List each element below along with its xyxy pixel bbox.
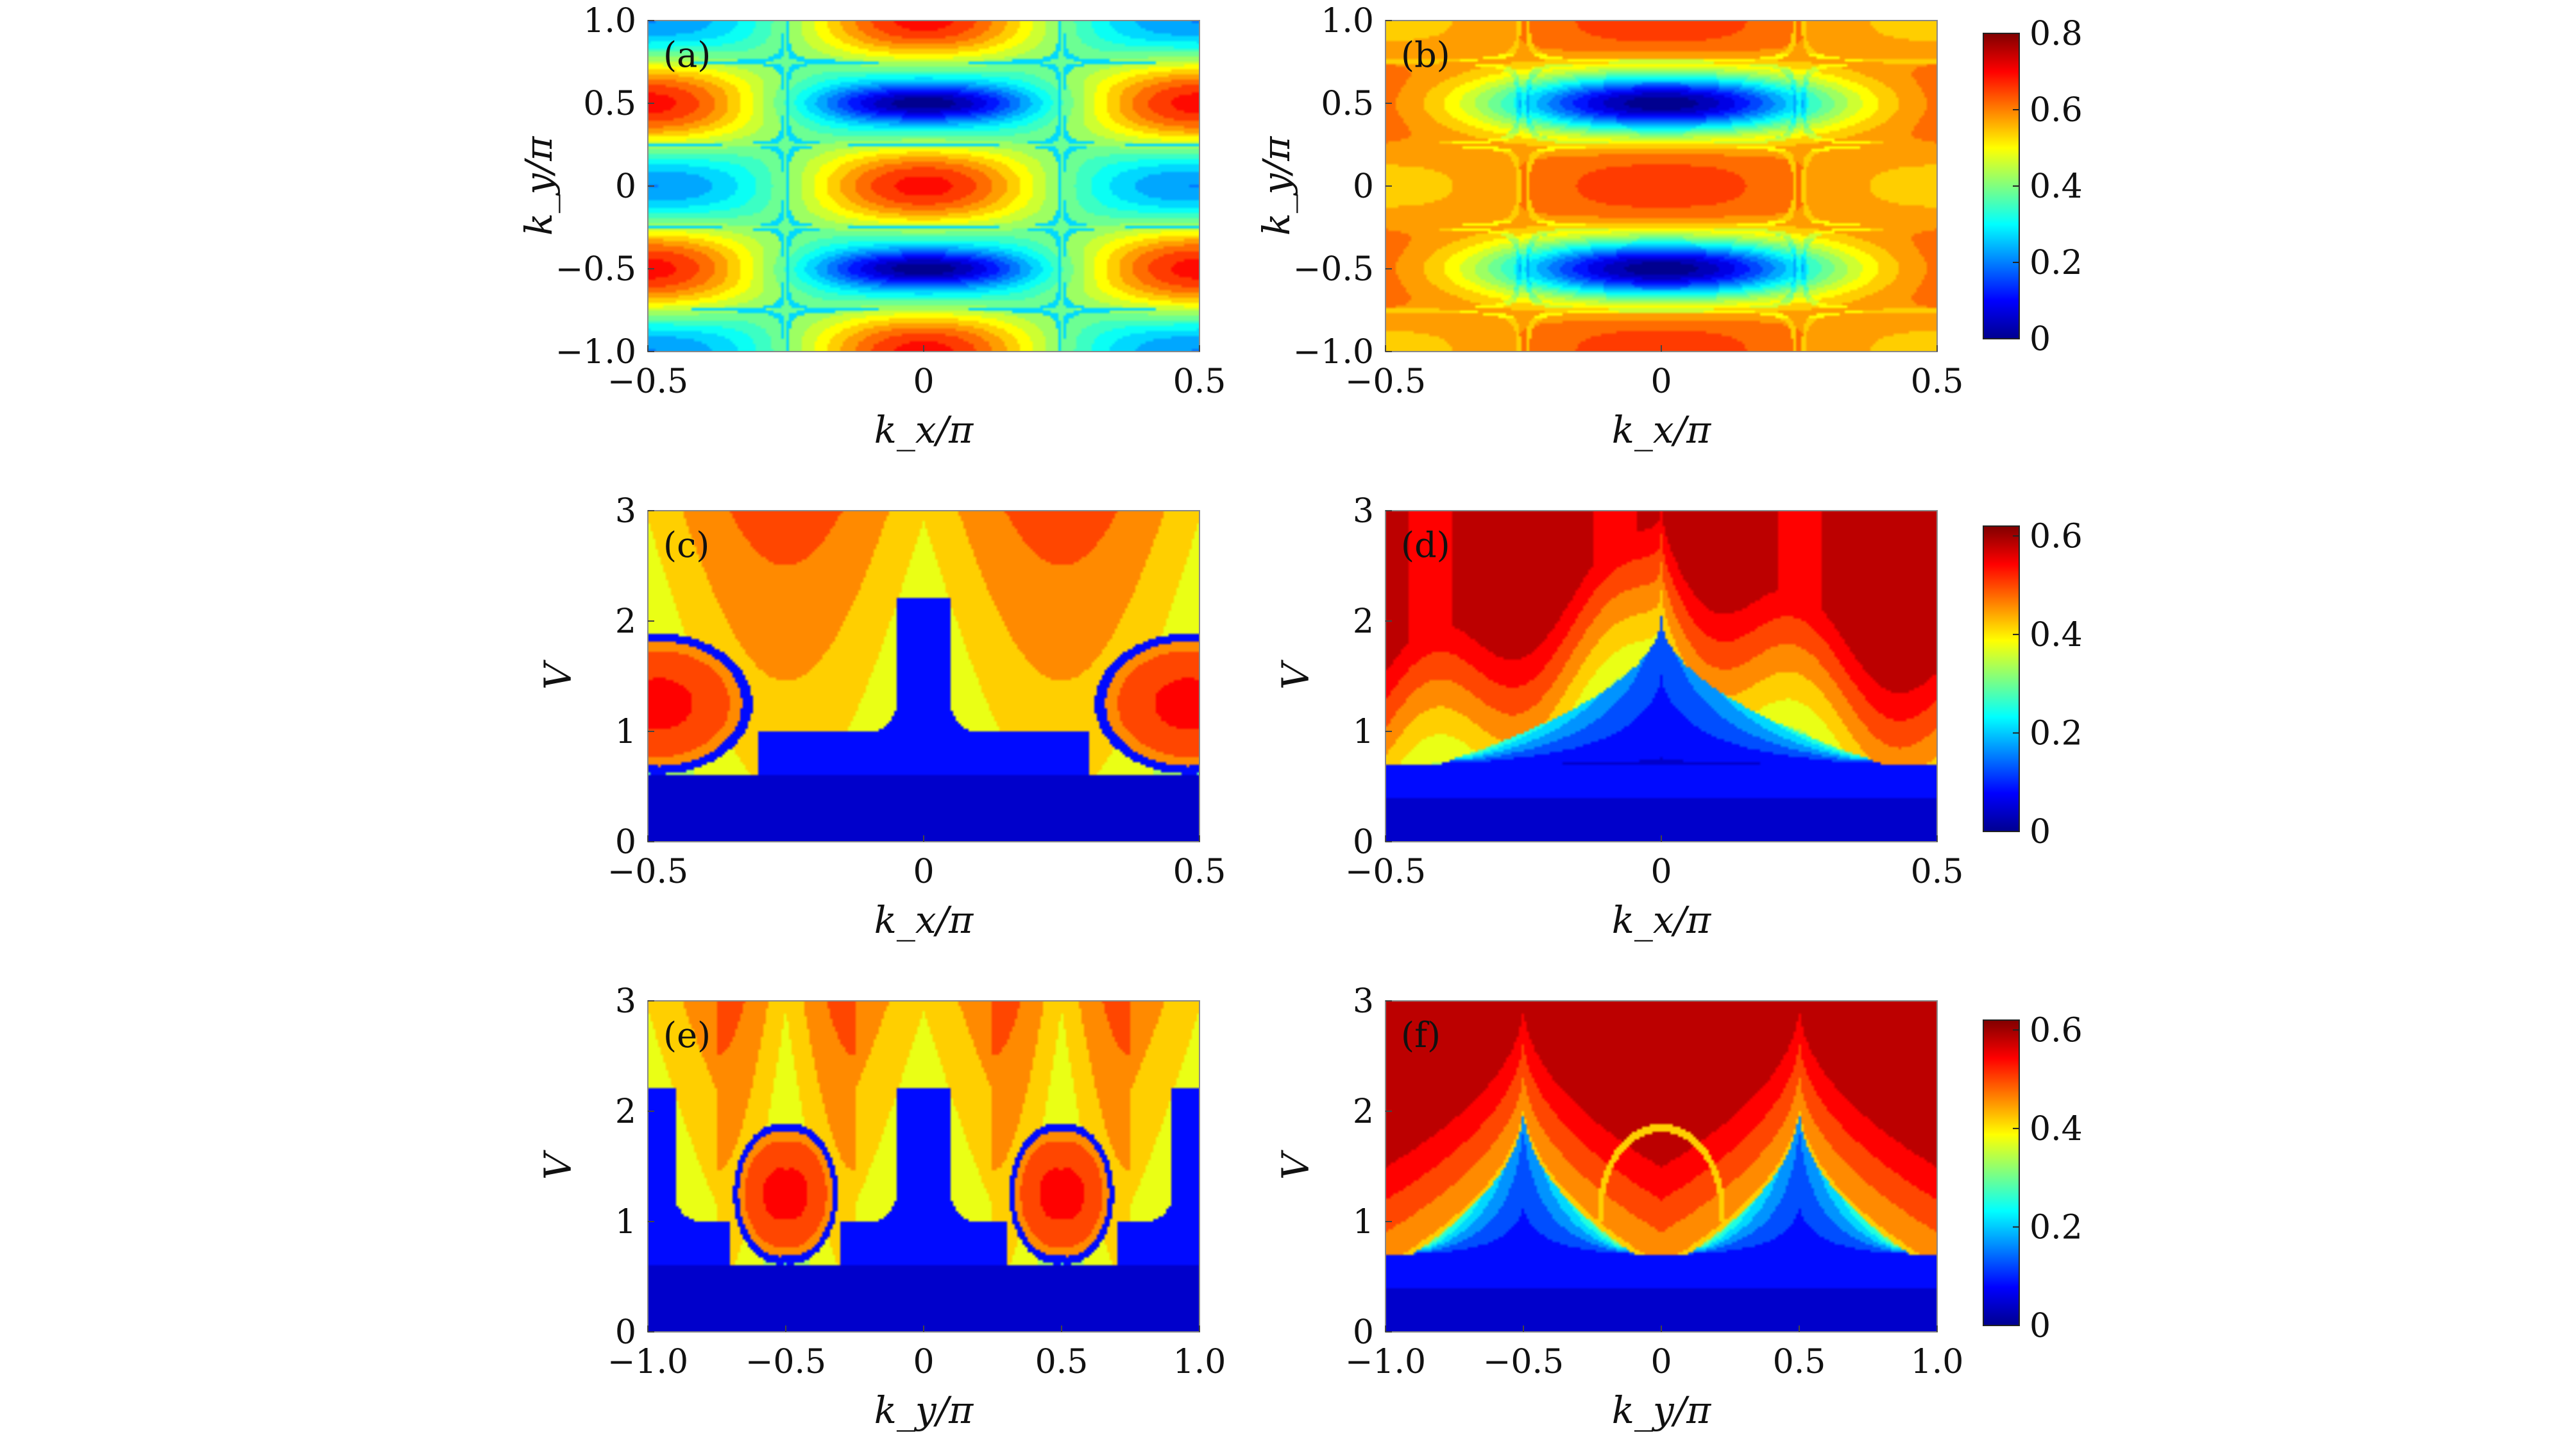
x-tick-label: 0 (913, 853, 934, 891)
x-tick-label: 0.5 (1173, 853, 1226, 891)
y-axis-label: V (536, 1150, 580, 1180)
x-tick-label: −0.5 (607, 362, 688, 401)
x-tick-label: −0.5 (745, 1343, 826, 1381)
heatmap-image (1385, 511, 1937, 842)
y-tick-label: 0 (615, 167, 636, 206)
y-axis-label: V (1274, 660, 1318, 690)
y-tick-label: 2 (615, 602, 636, 641)
x-tick-label: 1.0 (1173, 1343, 1226, 1381)
y-tick-label: 0 (1353, 823, 1374, 862)
panel-label: (c) (663, 525, 709, 565)
colorbar-tick-label: 0.2 (2029, 1208, 2083, 1247)
x-axis-label: k_x/π (874, 898, 974, 942)
y-tick-label: 3 (615, 492, 636, 531)
panel-e: −1.0 −0.5 0 0.5 1.0 0 1 2 3 k_y/π V (e) (536, 982, 1226, 1432)
y-tick-label: 3 (1353, 982, 1374, 1021)
x-axis-label: k_y/π (874, 1388, 974, 1432)
x-tick-label: 0 (1650, 362, 1672, 401)
y-tick-label: 1 (1353, 713, 1374, 751)
y-tick-label: 0.5 (583, 85, 636, 123)
colorbar-tick-label: 0.8 (2029, 15, 2083, 53)
x-tick-label: 1.0 (1911, 1343, 1964, 1381)
heatmap-image (648, 511, 1199, 842)
heatmap-image (648, 21, 1199, 352)
panel-label: (b) (1401, 35, 1450, 75)
x-tick-label: −0.5 (1345, 853, 1426, 891)
colorbar-tick-label: 0.6 (2029, 517, 2083, 556)
y-tick-label: 0 (1353, 167, 1374, 206)
x-tick-label: 0.5 (1911, 362, 1964, 401)
panel-b: −0.5 0 0.5−1.0−0.500.51.0k_x/πk_y/π(b)00.2… (1255, 2, 2083, 452)
heatmap-image (1385, 1001, 1937, 1332)
y-tick-label: 1 (615, 1203, 636, 1241)
colorbar-tick-label: 0 (2029, 813, 2051, 851)
y-tick-label: 2 (1353, 1093, 1374, 1131)
panel-label: (f) (1401, 1015, 1441, 1055)
y-tick-label: 3 (1353, 492, 1374, 531)
colorbar-tick-label: 0.6 (2029, 1011, 2083, 1050)
panel-a: −0.5 0 0.5−1.0−0.500.51.0k_x/πk_y/π(a) (517, 2, 1226, 452)
y-tick-label: −0.5 (1293, 250, 1374, 289)
y-tick-label: −1.0 (555, 333, 636, 371)
colorbar-tick-label: 0.2 (2029, 714, 2083, 753)
colorbar-tick-label: 0.4 (2029, 616, 2083, 654)
y-axis-label: k_y/π (1255, 136, 1298, 235)
y-tick-label: −1.0 (1293, 333, 1374, 371)
x-tick-label: 0 (1650, 853, 1672, 891)
x-tick-label: 0.5 (1911, 853, 1964, 891)
x-tick-label: −0.5 (1483, 1343, 1564, 1381)
x-axis-label: k_x/π (874, 408, 974, 452)
panel-f: −1.0 −0.5 0 0.5 1.0 0 1 2 3 k_y/π V (f) 0 0.2 0.4 0.6 (1274, 982, 2083, 1432)
y-tick-label: 0 (615, 823, 636, 862)
y-tick-label: 3 (615, 982, 636, 1021)
y-tick-label: 2 (1353, 602, 1374, 641)
colorbar (1983, 525, 2020, 832)
heatmap-image (648, 1001, 1199, 1332)
x-tick-label: 0 (913, 362, 934, 401)
colorbar-tick-label: 0.6 (2029, 91, 2083, 130)
y-tick-label: 0 (615, 1313, 636, 1352)
panel-label: (d) (1401, 525, 1450, 565)
panel-label: (e) (663, 1015, 711, 1055)
y-tick-label: 2 (615, 1093, 636, 1131)
y-tick-label: 0 (1353, 1313, 1374, 1352)
colorbar (1983, 1019, 2020, 1326)
x-tick-label: 0.5 (1773, 1343, 1826, 1381)
y-axis-label: V (536, 660, 580, 690)
x-axis-label: k_y/π (1612, 1388, 1711, 1432)
x-tick-label: 0.5 (1035, 1343, 1089, 1381)
y-axis-label: V (1274, 1150, 1318, 1180)
x-tick-label: −0.5 (1345, 362, 1426, 401)
x-tick-label: −0.5 (607, 853, 688, 891)
y-tick-label: −0.5 (555, 250, 636, 289)
panel-label: (a) (663, 35, 711, 75)
x-tick-label: 0 (913, 1343, 934, 1381)
y-axis-label: k_y/π (517, 136, 561, 235)
colorbar-tick-label: 0.4 (2029, 167, 2083, 206)
x-tick-label: −1.0 (607, 1343, 688, 1381)
y-tick-label: 1.0 (583, 2, 636, 40)
y-tick-label: 1 (1353, 1203, 1374, 1241)
y-tick-label: 1.0 (1321, 2, 1374, 40)
colorbar-tick-label: 0 (2029, 320, 2051, 359)
y-tick-label: 0.5 (1321, 85, 1374, 123)
x-tick-label: 0.5 (1173, 362, 1226, 401)
x-tick-label: −1.0 (1345, 1343, 1426, 1381)
colorbar-tick-label: 0.4 (2029, 1110, 2083, 1148)
colorbar-tick-label: 0 (2029, 1307, 2051, 1345)
x-axis-label: k_x/π (1612, 408, 1711, 452)
x-tick-label: 0 (1650, 1343, 1672, 1381)
y-tick-label: 1 (615, 713, 636, 751)
x-axis-label: k_x/π (1612, 898, 1711, 942)
colorbar-tick-label: 0.2 (2029, 244, 2083, 282)
heatmap-image (1385, 21, 1937, 352)
